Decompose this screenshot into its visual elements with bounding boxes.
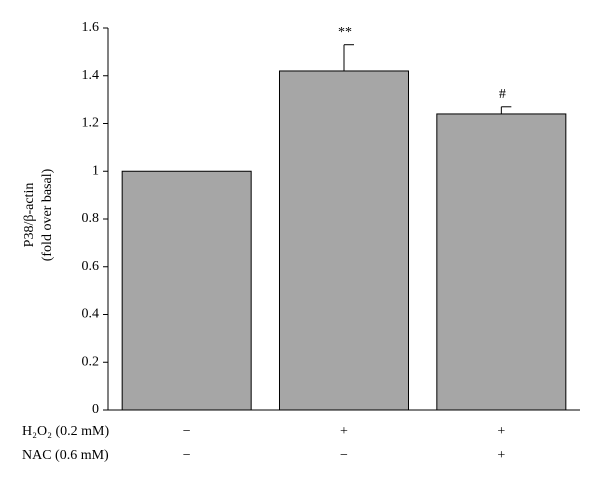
y-tick-label: 1.6	[82, 20, 100, 35]
treatment-label: H₂O₂ (0.2 mM)	[22, 424, 109, 439]
y-tick-label: 0.8	[82, 211, 100, 226]
treatment-sign: −	[183, 448, 191, 463]
bar	[436, 113, 567, 411]
y-tick-label: 1.2	[82, 116, 100, 131]
y-tick-label: 0	[92, 402, 99, 417]
y-tick-label: 1.4	[82, 68, 100, 83]
y-tick-label: 0.4	[82, 307, 100, 322]
y-tick-label: 0.6	[82, 259, 100, 274]
treatment-sign: +	[497, 448, 505, 463]
bar	[121, 170, 252, 411]
y-tick-label: 1	[92, 163, 99, 178]
treatment-sign: +	[340, 424, 348, 439]
treatment-sign: −	[183, 424, 191, 439]
significance-label: #	[499, 87, 506, 102]
treatment-sign: −	[340, 448, 348, 463]
y-axis-title-line: P38/β-actin	[22, 183, 37, 248]
y-axis-title-line: (fold over basal)	[40, 168, 55, 261]
y-tick-label: 0.2	[82, 354, 100, 369]
y-axis-title: P38/β-actin (fold over basal)	[22, 168, 55, 261]
significance-label: **	[338, 25, 352, 40]
treatment-sign: +	[497, 424, 505, 439]
treatment-label: NAC (0.6 mM)	[22, 448, 109, 463]
bar	[278, 70, 410, 411]
